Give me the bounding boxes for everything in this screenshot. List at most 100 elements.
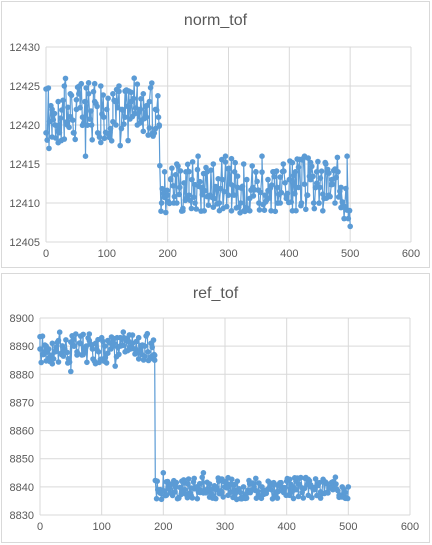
data-point xyxy=(100,92,106,98)
data-point xyxy=(313,169,320,175)
data-point xyxy=(240,161,247,167)
data-point xyxy=(329,176,335,183)
data-point xyxy=(210,204,217,210)
data-point xyxy=(313,180,320,186)
data-point xyxy=(288,199,295,205)
data-point xyxy=(202,187,208,194)
data-point xyxy=(107,125,114,132)
data-point xyxy=(64,349,70,356)
data-point xyxy=(249,163,255,169)
y-tick-label: 12430 xyxy=(9,42,40,54)
y-tick-label: 8900 xyxy=(10,313,34,325)
data-point xyxy=(149,344,155,351)
data-point xyxy=(119,342,126,349)
data-point xyxy=(68,92,75,99)
data-point xyxy=(83,343,90,349)
data-point xyxy=(253,475,259,482)
data-point xyxy=(210,161,217,167)
data-point xyxy=(39,333,46,339)
data-point xyxy=(38,359,44,366)
data-point xyxy=(240,484,247,490)
data-point xyxy=(89,137,95,143)
y-tick-label: 12415 xyxy=(9,159,40,171)
data-point xyxy=(104,106,110,113)
data-point xyxy=(230,182,236,189)
data-point xyxy=(203,164,209,171)
data-point xyxy=(140,128,147,135)
ref-tof-chart-panel: ref_tof 8830 8840 8850 8860 8870 8880 8890 8900… xyxy=(1,273,430,543)
data-point xyxy=(103,360,110,366)
data-point xyxy=(327,193,333,200)
data-point xyxy=(222,153,229,159)
data-point xyxy=(167,176,174,183)
data-point xyxy=(189,495,196,501)
data-point xyxy=(198,184,204,191)
data-point xyxy=(272,208,279,215)
data-point xyxy=(142,353,148,360)
data-point xyxy=(323,161,329,167)
data-point xyxy=(280,161,287,167)
data-point xyxy=(52,349,59,355)
data-point xyxy=(73,97,80,103)
data-point xyxy=(177,484,183,491)
data-point xyxy=(119,107,126,113)
data-point xyxy=(102,343,108,349)
data-point xyxy=(115,104,121,111)
data-point xyxy=(265,176,271,183)
data-point xyxy=(154,478,160,484)
data-point xyxy=(95,349,102,355)
data-point xyxy=(295,493,302,500)
data-point xyxy=(258,495,265,502)
data-point xyxy=(51,110,58,117)
data-point xyxy=(287,476,293,483)
y-tick-label: 8870 xyxy=(10,397,34,409)
data-point xyxy=(108,138,115,144)
data-point xyxy=(344,495,351,502)
data-point xyxy=(199,474,205,481)
data-point xyxy=(151,130,158,136)
y-tick-label: 12425 xyxy=(9,81,40,93)
data-point xyxy=(231,169,238,175)
data-point xyxy=(278,479,284,486)
y-tick-label: 8860 xyxy=(10,426,34,438)
data-point xyxy=(88,108,94,114)
data-point xyxy=(293,207,299,214)
data-point xyxy=(296,481,302,487)
data-point xyxy=(53,344,59,351)
y-tick-label: 8890 xyxy=(10,341,34,353)
data-point xyxy=(261,207,268,213)
data-point xyxy=(151,357,158,363)
data-point xyxy=(305,155,312,161)
data-point xyxy=(257,189,264,196)
data-point xyxy=(311,205,318,212)
data-point xyxy=(130,95,137,102)
data-point xyxy=(158,496,165,503)
data-point xyxy=(173,479,180,486)
data-point xyxy=(50,356,57,362)
data-point xyxy=(188,205,195,212)
data-point xyxy=(89,346,96,352)
data-point xyxy=(254,178,260,185)
data-point xyxy=(49,340,56,347)
data-point xyxy=(325,490,331,496)
data-point xyxy=(334,154,341,161)
data-point xyxy=(112,98,119,105)
data-point xyxy=(65,104,71,111)
data-point xyxy=(68,368,74,375)
data-point xyxy=(63,337,69,343)
data-point xyxy=(131,75,137,81)
data-point xyxy=(61,83,68,89)
data-point xyxy=(268,182,275,188)
data-point xyxy=(247,208,253,214)
data-point xyxy=(61,136,68,142)
data-point xyxy=(112,363,118,369)
data-point xyxy=(298,200,305,206)
data-point xyxy=(107,130,113,136)
data-point xyxy=(185,481,191,487)
data-point xyxy=(298,474,304,481)
data-point xyxy=(277,200,284,206)
data-point xyxy=(147,84,154,91)
data-point xyxy=(135,334,142,341)
data-point xyxy=(150,337,157,343)
data-point xyxy=(85,91,92,97)
